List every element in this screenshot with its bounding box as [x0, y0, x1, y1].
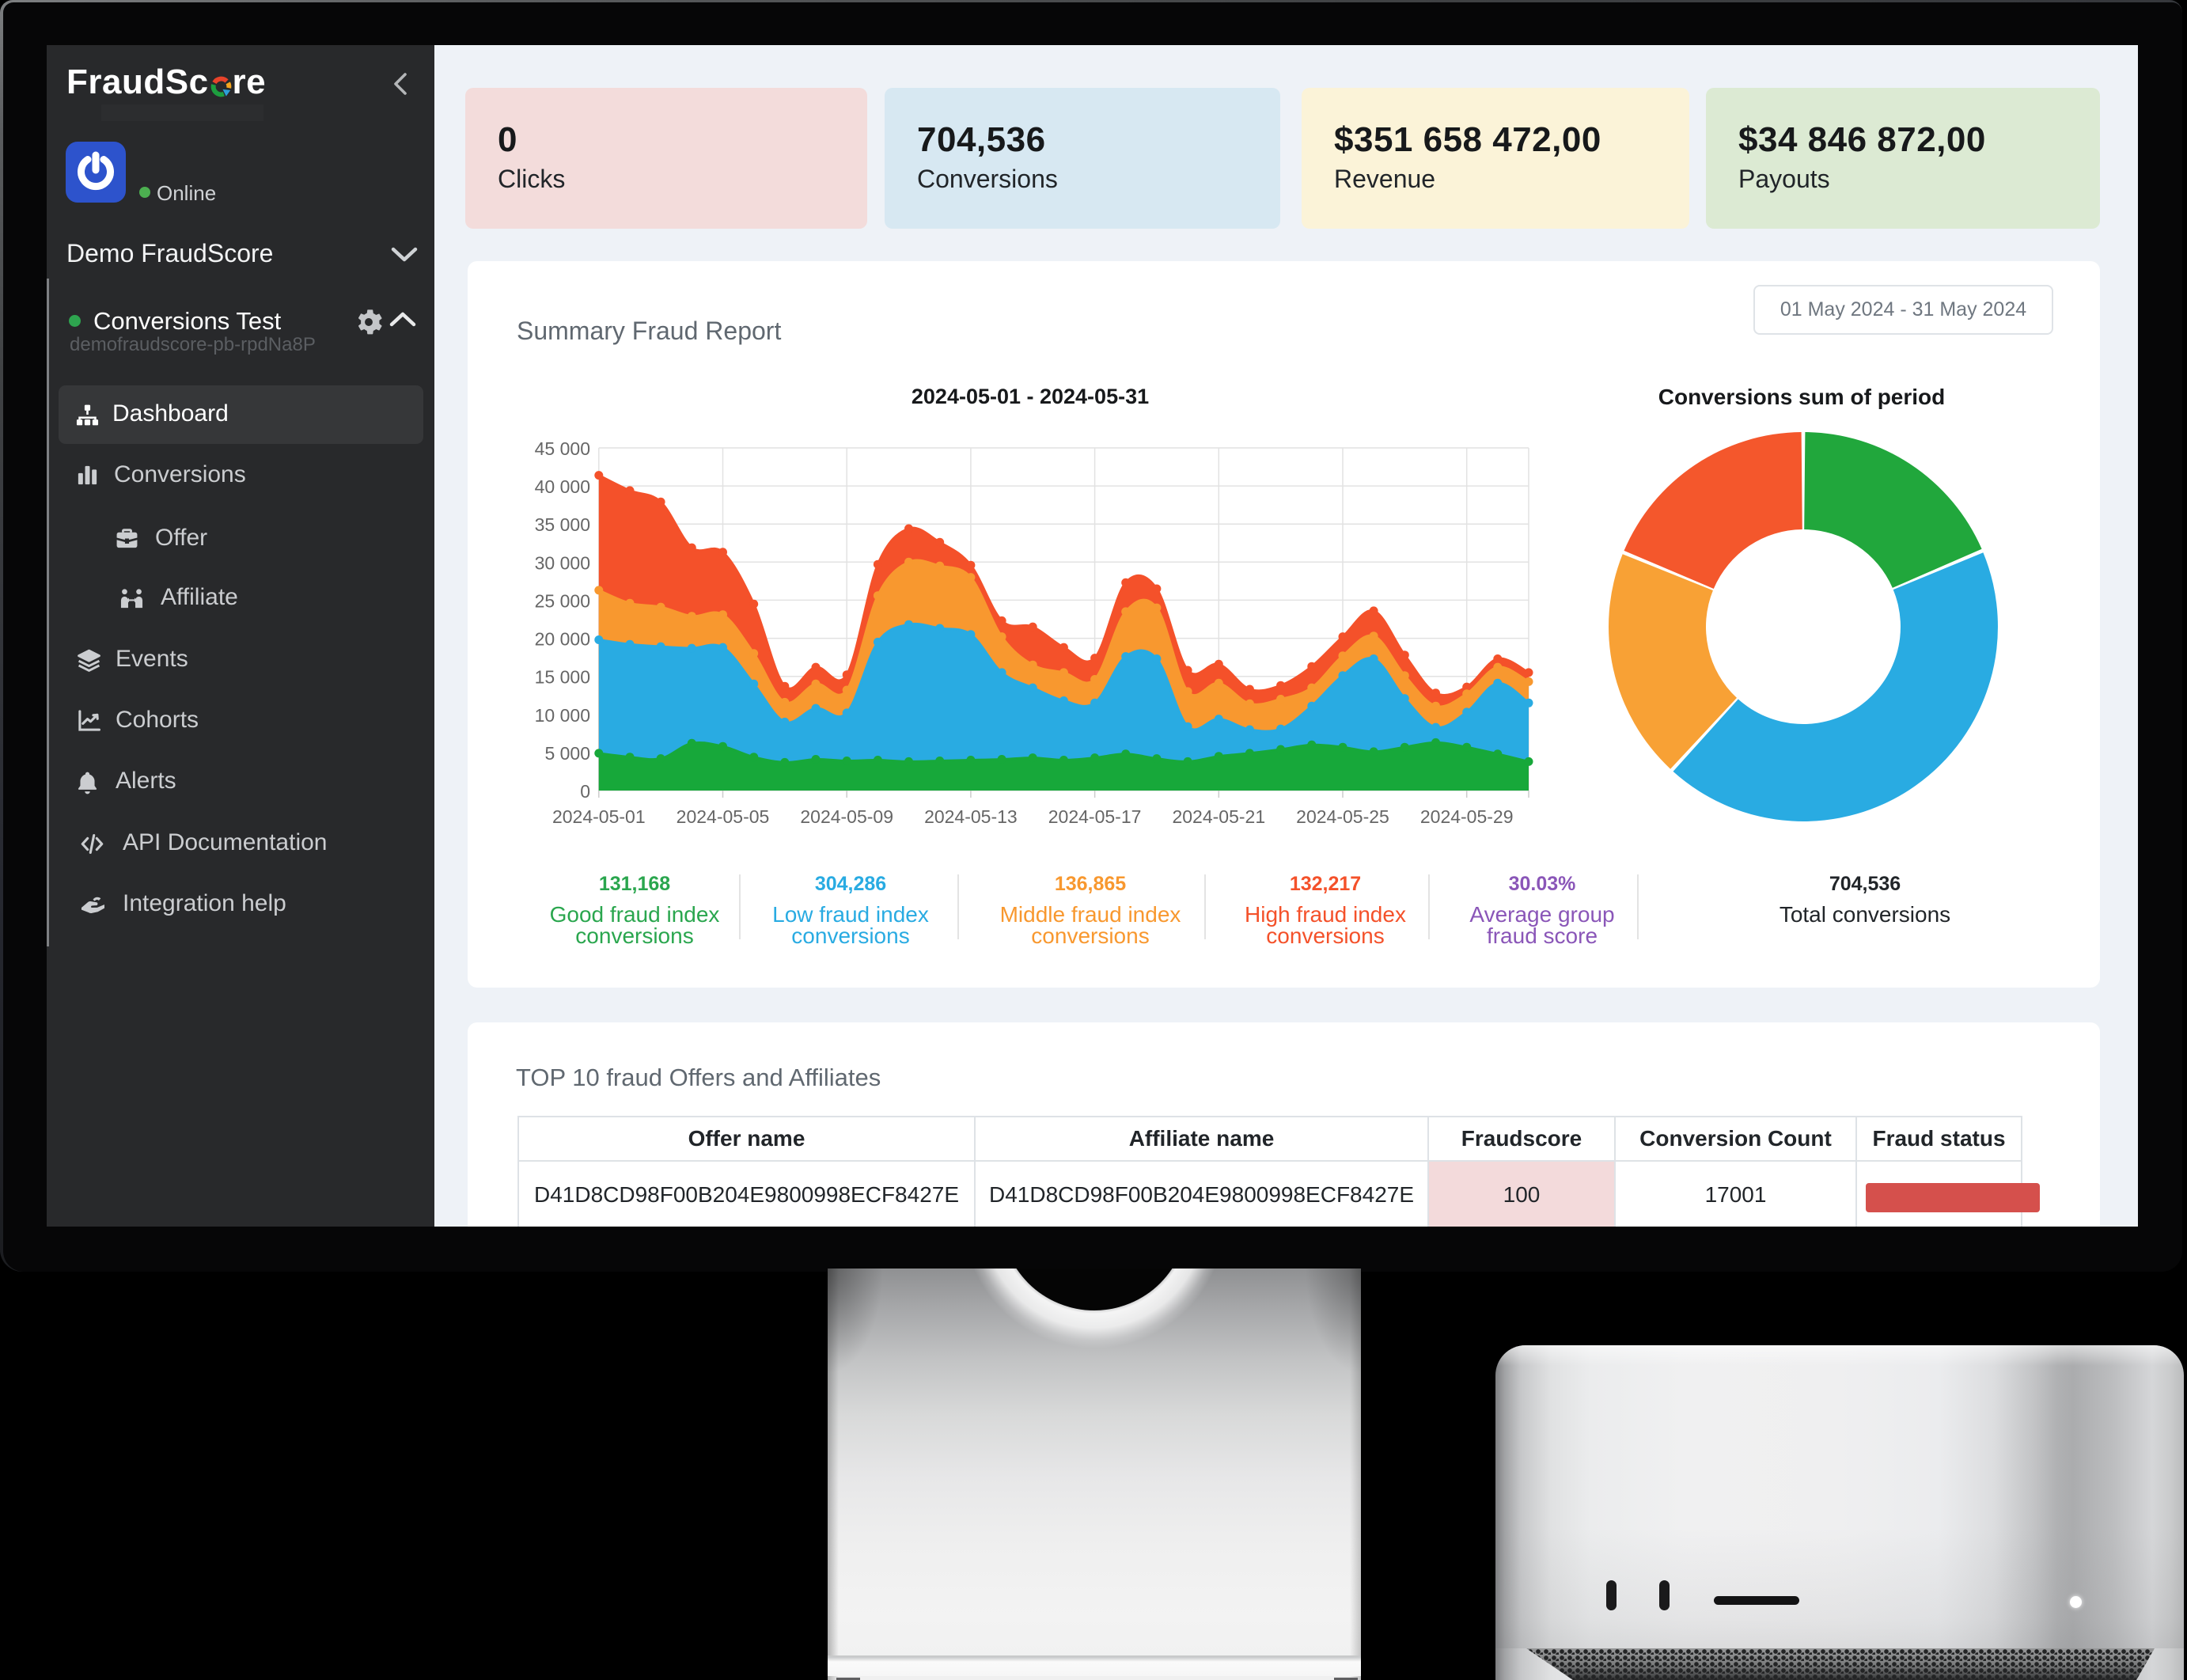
svg-text:35 000: 35 000 [535, 514, 590, 535]
svg-text:30 000: 30 000 [535, 552, 590, 573]
svg-text:2024-05-29: 2024-05-29 [1420, 806, 1514, 827]
svg-text:2024-05-25: 2024-05-25 [1296, 806, 1389, 827]
svg-text:20 000: 20 000 [535, 629, 590, 650]
svg-text:0: 0 [580, 781, 590, 802]
svg-text:45 000: 45 000 [535, 438, 590, 459]
svg-text:2024-05-17: 2024-05-17 [1048, 806, 1142, 827]
svg-text:2024-05-05: 2024-05-05 [677, 806, 770, 827]
svg-text:2024-05-21: 2024-05-21 [1172, 806, 1265, 827]
svg-text:2024-05-09: 2024-05-09 [800, 806, 893, 827]
svg-text:15 000: 15 000 [535, 667, 590, 688]
svg-text:25 000: 25 000 [535, 590, 590, 611]
svg-text:5 000: 5 000 [544, 743, 590, 764]
svg-text:40 000: 40 000 [535, 476, 590, 497]
svg-text:2024-05-13: 2024-05-13 [924, 806, 1018, 827]
svg-text:2024-05-01: 2024-05-01 [552, 806, 646, 827]
svg-text:10 000: 10 000 [535, 705, 590, 726]
